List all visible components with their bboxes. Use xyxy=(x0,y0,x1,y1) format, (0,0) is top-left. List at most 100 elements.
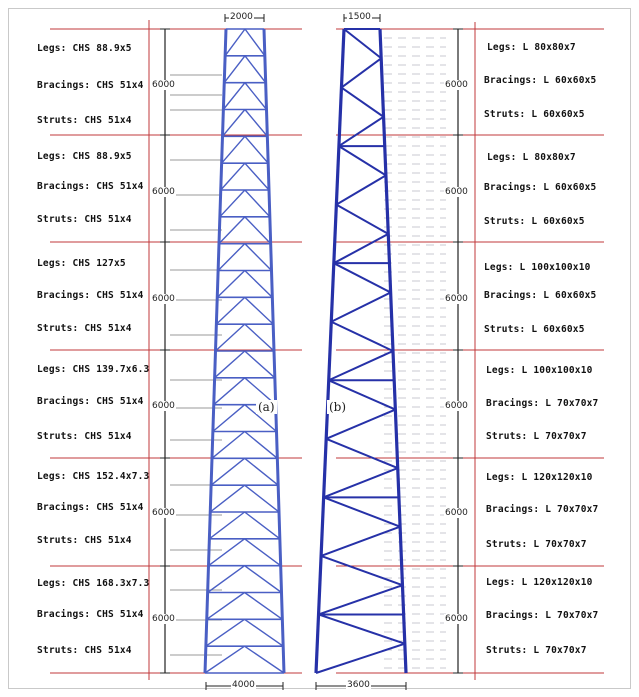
panel-label-a: (a) xyxy=(256,400,277,414)
seg-b2-legs: Legs: L 80x80x7 xyxy=(487,152,576,163)
tower-a-bracing xyxy=(208,538,246,567)
tower-b-bracing xyxy=(338,115,385,147)
tower-a-bracing xyxy=(208,511,246,540)
tower-a-bracing xyxy=(244,189,271,218)
seg-a4-legs: Legs: CHS 139.7x6.3 xyxy=(37,364,150,375)
tower-b-bracing xyxy=(320,525,401,557)
tower-a-bracing xyxy=(244,55,267,84)
tower-a-bracing xyxy=(244,216,272,245)
seg-b6-legs: Legs: L 120x120x10 xyxy=(486,577,593,588)
tower-a-bracing xyxy=(221,109,246,137)
seg-b1-bracings: Bracings: L 60x60x5 xyxy=(484,75,597,86)
tower-a-bracing xyxy=(244,645,285,674)
tower-a-bracing xyxy=(209,484,246,513)
seg-a3-legs: Legs: CHS 127x5 xyxy=(37,258,126,269)
seg-a1-struts: Struts: CHS 51x4 xyxy=(37,115,132,126)
tower-b-bracing xyxy=(335,174,387,206)
tower-a-top-width: 2000 xyxy=(229,12,254,22)
seg-b4-struts: Struts: L 70x70x7 xyxy=(486,431,587,442)
tower-a-bracing xyxy=(219,189,246,218)
tower-b-bracing xyxy=(325,437,399,470)
tower-a-bracing xyxy=(223,55,246,84)
tower-a-bracing xyxy=(224,28,246,57)
tower-a-bracing xyxy=(244,457,279,486)
tower-b-bracing xyxy=(338,145,387,177)
tower-b-bracing xyxy=(335,203,389,235)
tower-a-bracing xyxy=(210,457,246,486)
seg-b1-struts: Struts: L 60x60x5 xyxy=(484,109,585,120)
seg-a2-struts: Struts: CHS 51x4 xyxy=(37,214,132,225)
tower-a-bracing xyxy=(218,216,246,245)
dim-b1-height: 6000 xyxy=(444,80,469,90)
tower-a-bracing xyxy=(207,565,245,594)
tower-a-bracing xyxy=(244,538,282,567)
tower-a-bracing xyxy=(211,430,246,459)
dim-a4-height: 6000 xyxy=(151,401,176,411)
dim-a2-height: 6000 xyxy=(151,187,176,197)
tower-b-bracing xyxy=(323,467,399,499)
tower-b-bracing xyxy=(328,379,396,411)
tower-a-bracing xyxy=(214,350,246,379)
seg-b5-struts: Struts: L 70x70x7 xyxy=(486,539,587,550)
tower-a-bracing xyxy=(244,565,282,594)
tower-a-bracing xyxy=(206,591,245,620)
tower-a-bracing xyxy=(215,323,246,352)
seg-a4-bracings: Bracings: CHS 51x4 xyxy=(37,396,144,407)
tower-a-bracing xyxy=(244,323,275,352)
tower-a-bracing xyxy=(212,404,246,433)
tower-a-bracing xyxy=(244,404,277,433)
tower-b-bracing xyxy=(330,320,394,352)
panel-label-b: (b) xyxy=(327,400,349,414)
tower-b-bracing xyxy=(318,613,406,645)
tower-b-bracing xyxy=(320,554,403,587)
tower-a-bracing xyxy=(217,243,246,271)
tower-a-bracing xyxy=(244,350,276,379)
tower-a-bracing xyxy=(213,377,246,406)
tower-a-bracing xyxy=(244,296,274,325)
tower-b-bracing xyxy=(340,57,382,89)
seg-b6-bracings: Bracings: L 70x70x7 xyxy=(486,610,599,621)
tower-b-bracing xyxy=(323,496,401,528)
seg-a6-bracings: Bracings: CHS 51x4 xyxy=(37,609,144,620)
seg-a3-struts: Struts: CHS 51x4 xyxy=(37,323,132,334)
seg-a5-struts: Struts: CHS 51x4 xyxy=(37,535,132,546)
dim-a3-height: 6000 xyxy=(151,294,176,304)
tower-a-bracing xyxy=(204,645,245,674)
tower-b-leg-left xyxy=(314,28,346,674)
tower-a-bracing xyxy=(244,269,273,298)
seg-a2-bracings: Bracings: CHS 51x4 xyxy=(37,181,144,192)
tower-b-bracing xyxy=(333,233,389,265)
dim-a1-height: 6000 xyxy=(151,80,176,90)
seg-b5-legs: Legs: L 120x120x10 xyxy=(486,472,593,483)
dim-a6-height: 6000 xyxy=(151,614,176,624)
dim-b4-height: 6000 xyxy=(444,401,469,411)
tower-b-bracing xyxy=(315,642,406,674)
seg-a6-struts: Struts: CHS 51x4 xyxy=(37,645,132,656)
dim-b6-height: 6000 xyxy=(444,614,469,624)
seg-a4-struts: Struts: CHS 51x4 xyxy=(37,431,132,442)
tower-a-bracing xyxy=(244,135,269,164)
tower-a-bracing xyxy=(221,135,246,164)
seg-b3-struts: Struts: L 60x60x5 xyxy=(484,324,585,335)
dim-a5-height: 6000 xyxy=(151,508,176,518)
seg-a1-bracings: Bracings: CHS 51x4 xyxy=(37,80,144,91)
tower-b-bracing xyxy=(325,408,396,440)
seg-a1-legs: Legs: CHS 88.9x5 xyxy=(37,43,132,54)
dim-b2-height: 6000 xyxy=(444,187,469,197)
tower-a-bracing xyxy=(244,82,268,110)
dim-b3-height: 6000 xyxy=(444,294,469,304)
seg-b5-bracings: Bracings: L 70x70x7 xyxy=(486,504,599,515)
tower-a-bracing xyxy=(244,430,278,459)
tower-a-bracing xyxy=(244,484,280,513)
tower-b-bracing xyxy=(340,86,385,118)
tower-a-bracing xyxy=(244,511,281,540)
tower-a-bracing xyxy=(244,618,284,647)
seg-a2-legs: Legs: CHS 88.9x5 xyxy=(37,151,132,162)
seg-a3-bracings: Bracings: CHS 51x4 xyxy=(37,290,144,301)
tower-b-bracing xyxy=(330,291,392,323)
seg-a6-legs: Legs: CHS 168.3x7.3 xyxy=(37,578,150,589)
dim-b5-height: 6000 xyxy=(444,508,469,518)
seg-b2-bracings: Bracings: L 60x60x5 xyxy=(484,182,597,193)
tower-a-base-width: 4000 xyxy=(231,680,256,690)
